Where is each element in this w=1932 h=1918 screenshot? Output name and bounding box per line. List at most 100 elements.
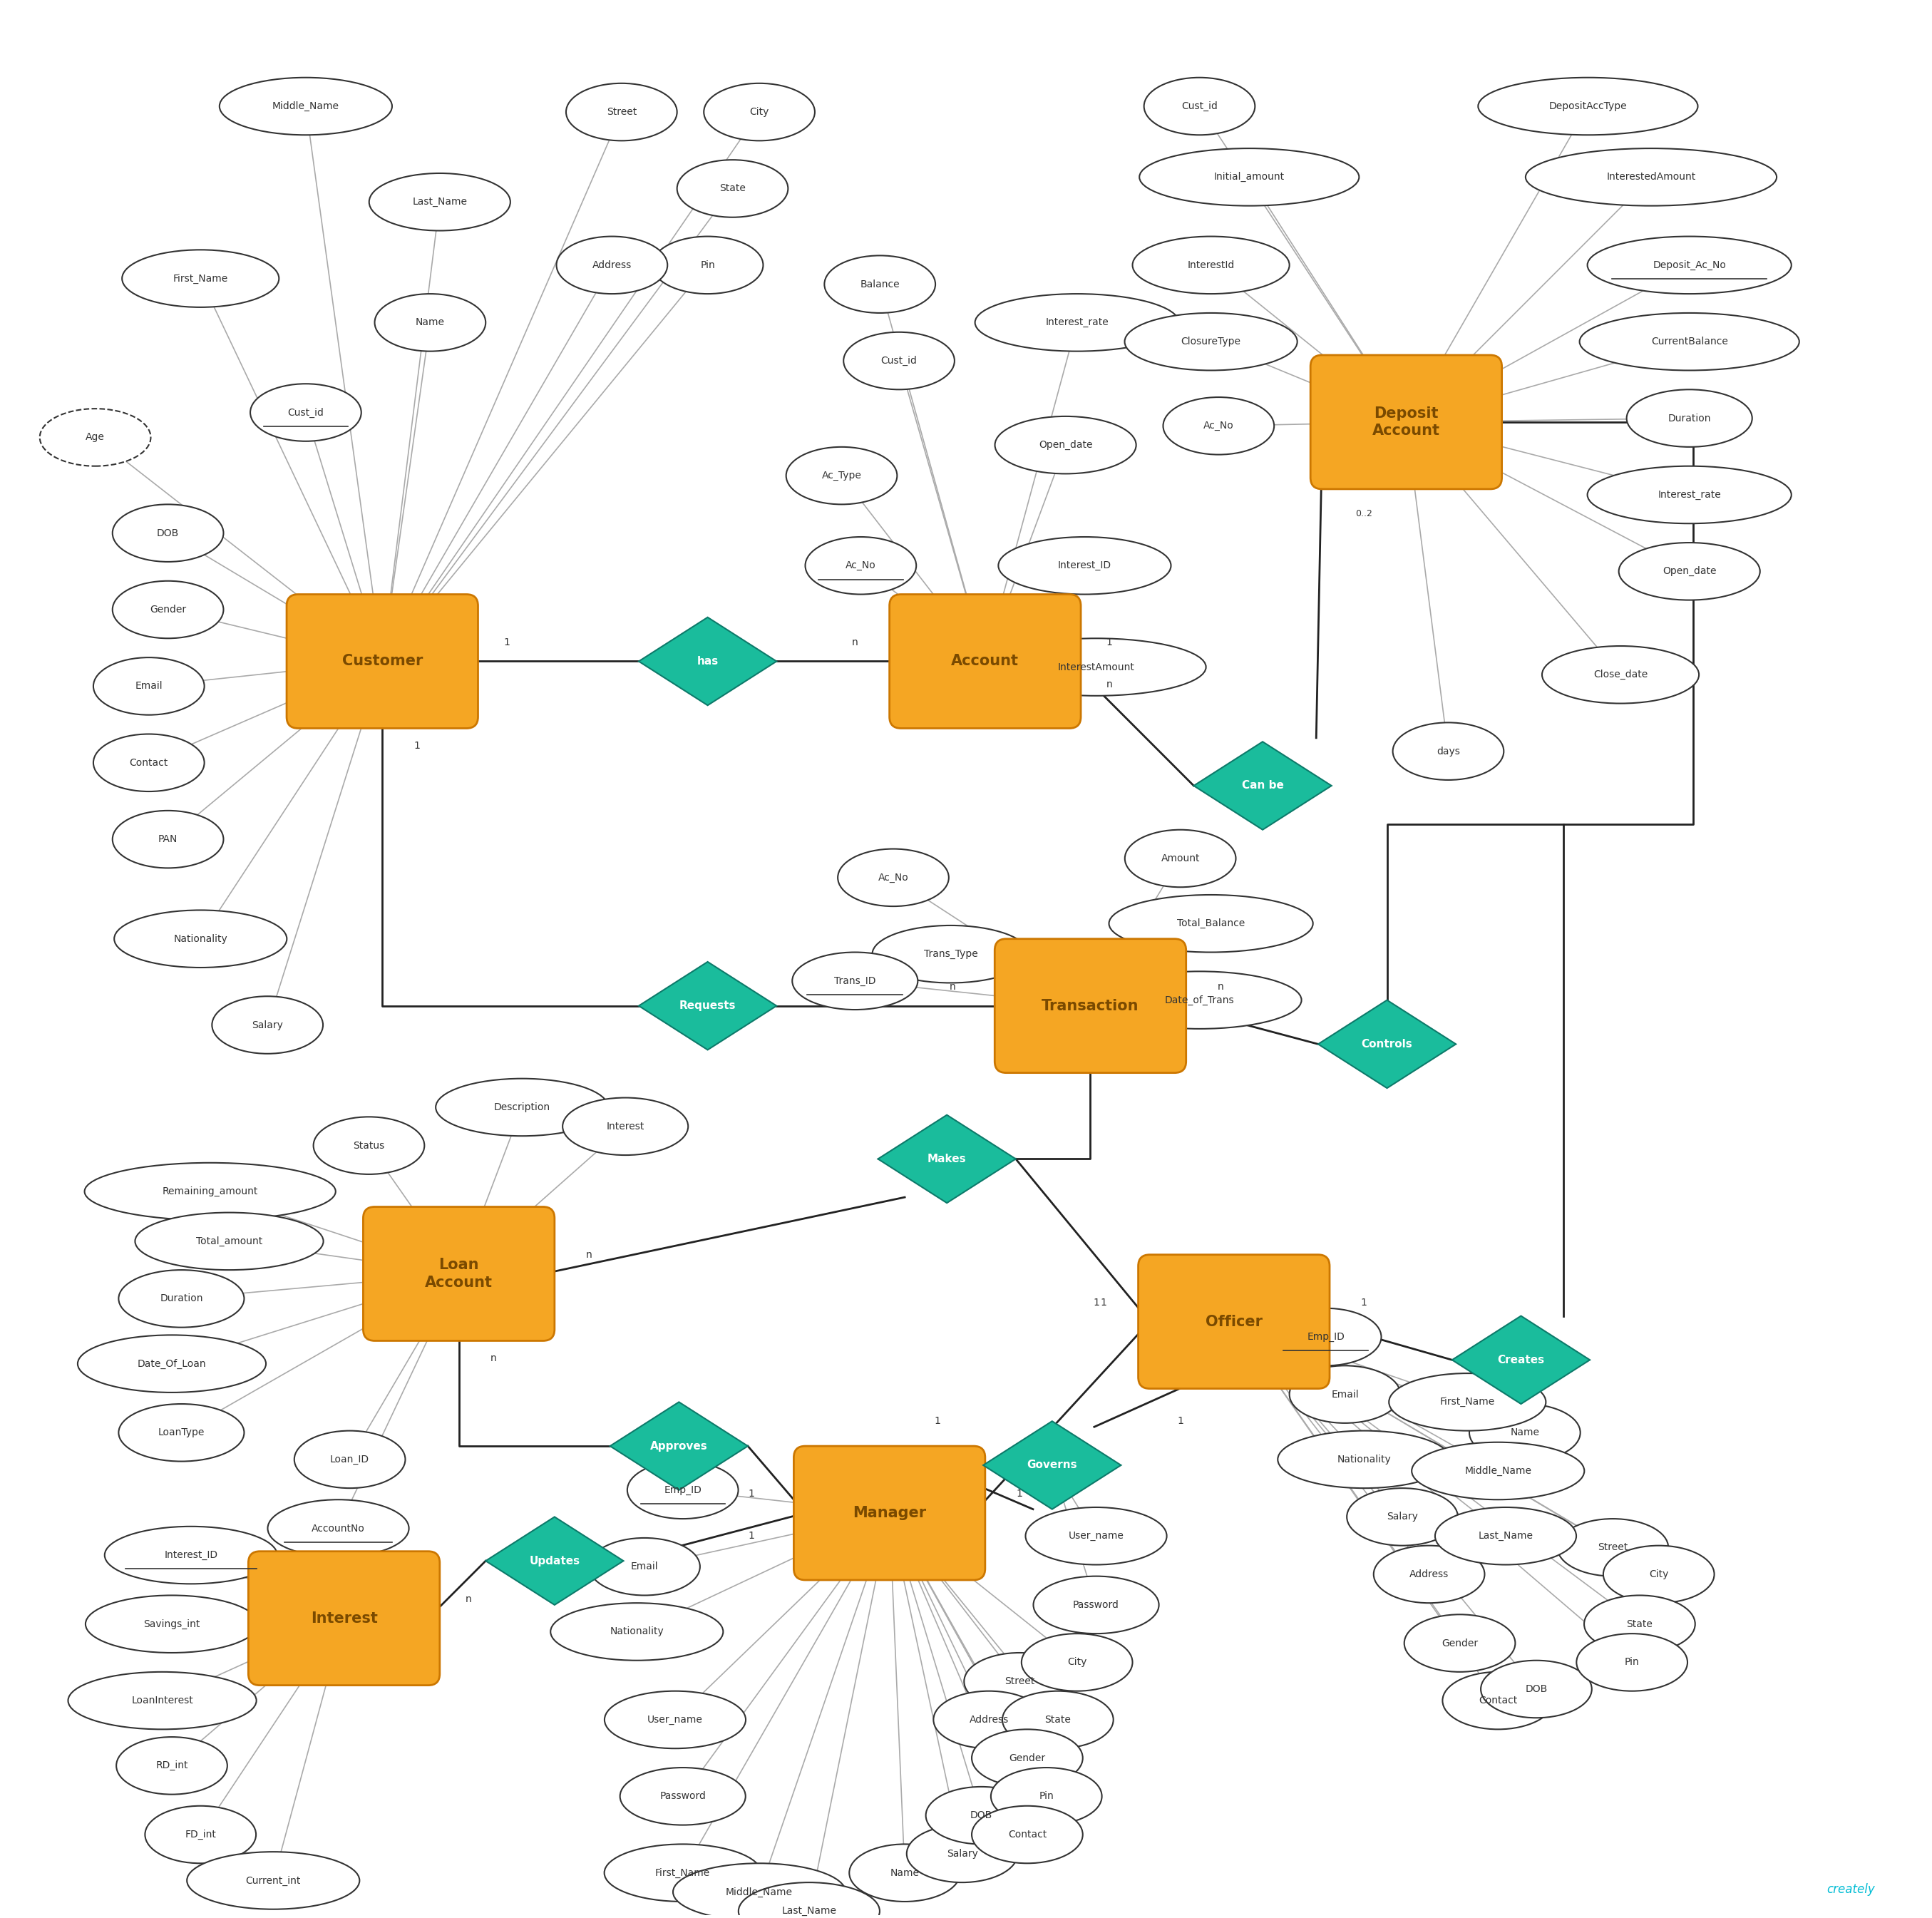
Text: Interest: Interest bbox=[607, 1122, 645, 1132]
Ellipse shape bbox=[93, 658, 205, 715]
Text: Loan_ID: Loan_ID bbox=[330, 1454, 369, 1465]
Ellipse shape bbox=[825, 255, 935, 313]
Ellipse shape bbox=[1393, 723, 1503, 781]
Text: Middle_Name: Middle_Name bbox=[726, 1887, 792, 1897]
Ellipse shape bbox=[112, 581, 224, 639]
Ellipse shape bbox=[1470, 1404, 1580, 1462]
Text: ClosureType: ClosureType bbox=[1180, 338, 1240, 347]
Ellipse shape bbox=[906, 1826, 1018, 1882]
Text: State: State bbox=[1045, 1715, 1070, 1724]
Text: Age: Age bbox=[85, 432, 104, 443]
Text: Ac_No: Ac_No bbox=[877, 873, 908, 882]
Ellipse shape bbox=[844, 332, 954, 389]
Text: 0..2: 0..2 bbox=[1356, 510, 1372, 518]
Ellipse shape bbox=[1435, 1508, 1577, 1565]
Ellipse shape bbox=[1022, 1634, 1132, 1692]
Ellipse shape bbox=[1577, 1634, 1687, 1692]
Text: Requests: Requests bbox=[680, 1001, 736, 1011]
Text: has: has bbox=[697, 656, 719, 667]
Text: Balance: Balance bbox=[860, 280, 900, 290]
Ellipse shape bbox=[620, 1768, 746, 1826]
Ellipse shape bbox=[999, 537, 1171, 595]
Text: Deposit
Account: Deposit Account bbox=[1372, 407, 1439, 437]
Ellipse shape bbox=[925, 1788, 1037, 1843]
Text: Governs: Governs bbox=[1028, 1460, 1078, 1471]
Text: LoanInterest: LoanInterest bbox=[131, 1696, 193, 1705]
Text: Makes: Makes bbox=[927, 1153, 966, 1164]
Text: State: State bbox=[1627, 1619, 1652, 1628]
Ellipse shape bbox=[551, 1603, 723, 1661]
Text: LoanType: LoanType bbox=[158, 1427, 205, 1438]
Text: Creates: Creates bbox=[1497, 1354, 1544, 1366]
FancyBboxPatch shape bbox=[286, 595, 477, 729]
Ellipse shape bbox=[251, 384, 361, 441]
Ellipse shape bbox=[628, 1462, 738, 1519]
Polygon shape bbox=[1194, 742, 1331, 830]
Polygon shape bbox=[877, 1114, 1016, 1203]
Text: n: n bbox=[466, 1594, 471, 1603]
Text: Approves: Approves bbox=[651, 1440, 707, 1452]
Text: City: City bbox=[750, 107, 769, 117]
Ellipse shape bbox=[972, 1730, 1082, 1788]
Ellipse shape bbox=[566, 82, 676, 140]
Text: n: n bbox=[949, 982, 956, 992]
Text: Open_date: Open_date bbox=[1039, 439, 1092, 451]
Ellipse shape bbox=[1277, 1431, 1451, 1488]
FancyBboxPatch shape bbox=[1310, 355, 1501, 489]
Text: Loan
Account: Loan Account bbox=[425, 1258, 493, 1289]
Text: Deposit_Ac_No: Deposit_Ac_No bbox=[1652, 261, 1725, 270]
Text: Middle_Name: Middle_Name bbox=[272, 102, 340, 111]
Ellipse shape bbox=[1003, 1692, 1113, 1749]
Text: 1: 1 bbox=[504, 637, 510, 646]
Ellipse shape bbox=[1405, 1615, 1515, 1672]
Text: Controls: Controls bbox=[1362, 1040, 1412, 1049]
Text: Updates: Updates bbox=[529, 1555, 580, 1567]
Ellipse shape bbox=[1542, 646, 1698, 704]
Text: Status: Status bbox=[354, 1141, 384, 1151]
Ellipse shape bbox=[294, 1431, 406, 1488]
Text: Trans_Type: Trans_Type bbox=[923, 949, 978, 959]
Ellipse shape bbox=[933, 1692, 1045, 1749]
FancyBboxPatch shape bbox=[249, 1552, 440, 1686]
FancyBboxPatch shape bbox=[1138, 1254, 1329, 1389]
Polygon shape bbox=[639, 618, 777, 706]
Text: City: City bbox=[1650, 1569, 1669, 1579]
Text: 1: 1 bbox=[413, 740, 419, 750]
Ellipse shape bbox=[85, 1596, 259, 1653]
Text: Interest_rate: Interest_rate bbox=[1658, 489, 1721, 501]
Text: Emp_ID: Emp_ID bbox=[1306, 1331, 1345, 1343]
Text: Contact: Contact bbox=[1009, 1830, 1047, 1839]
Polygon shape bbox=[983, 1421, 1121, 1509]
Ellipse shape bbox=[995, 416, 1136, 474]
Ellipse shape bbox=[213, 995, 323, 1053]
Ellipse shape bbox=[1144, 77, 1256, 134]
Ellipse shape bbox=[556, 236, 667, 293]
Text: Email: Email bbox=[135, 681, 162, 690]
Text: Amount: Amount bbox=[1161, 854, 1200, 863]
Text: 1: 1 bbox=[1016, 1488, 1022, 1498]
Text: Trans_ID: Trans_ID bbox=[835, 976, 875, 986]
Text: Last_Name: Last_Name bbox=[412, 198, 468, 207]
Text: 1: 1 bbox=[1360, 1297, 1368, 1308]
Text: Open_date: Open_date bbox=[1662, 566, 1716, 577]
Ellipse shape bbox=[41, 409, 151, 466]
Polygon shape bbox=[1318, 999, 1457, 1088]
Ellipse shape bbox=[838, 850, 949, 907]
Text: Can be: Can be bbox=[1242, 781, 1283, 790]
Ellipse shape bbox=[1132, 236, 1289, 293]
Ellipse shape bbox=[972, 1807, 1082, 1862]
Text: Cust_id: Cust_id bbox=[1180, 102, 1217, 111]
Text: Gender: Gender bbox=[151, 604, 185, 614]
Text: Salary: Salary bbox=[251, 1020, 284, 1030]
FancyBboxPatch shape bbox=[995, 938, 1186, 1072]
Text: Date_Of_Loan: Date_Of_Loan bbox=[137, 1358, 207, 1369]
Text: Remaining_amount: Remaining_amount bbox=[162, 1187, 259, 1197]
Ellipse shape bbox=[703, 82, 815, 140]
Text: Middle_Name: Middle_Name bbox=[1464, 1465, 1532, 1477]
Ellipse shape bbox=[437, 1078, 609, 1135]
Ellipse shape bbox=[1347, 1488, 1459, 1546]
Text: Gender: Gender bbox=[1009, 1753, 1045, 1763]
Text: Date_of_Trans: Date_of_Trans bbox=[1165, 995, 1235, 1005]
Text: Close_date: Close_date bbox=[1594, 669, 1648, 679]
Ellipse shape bbox=[1269, 1308, 1381, 1366]
